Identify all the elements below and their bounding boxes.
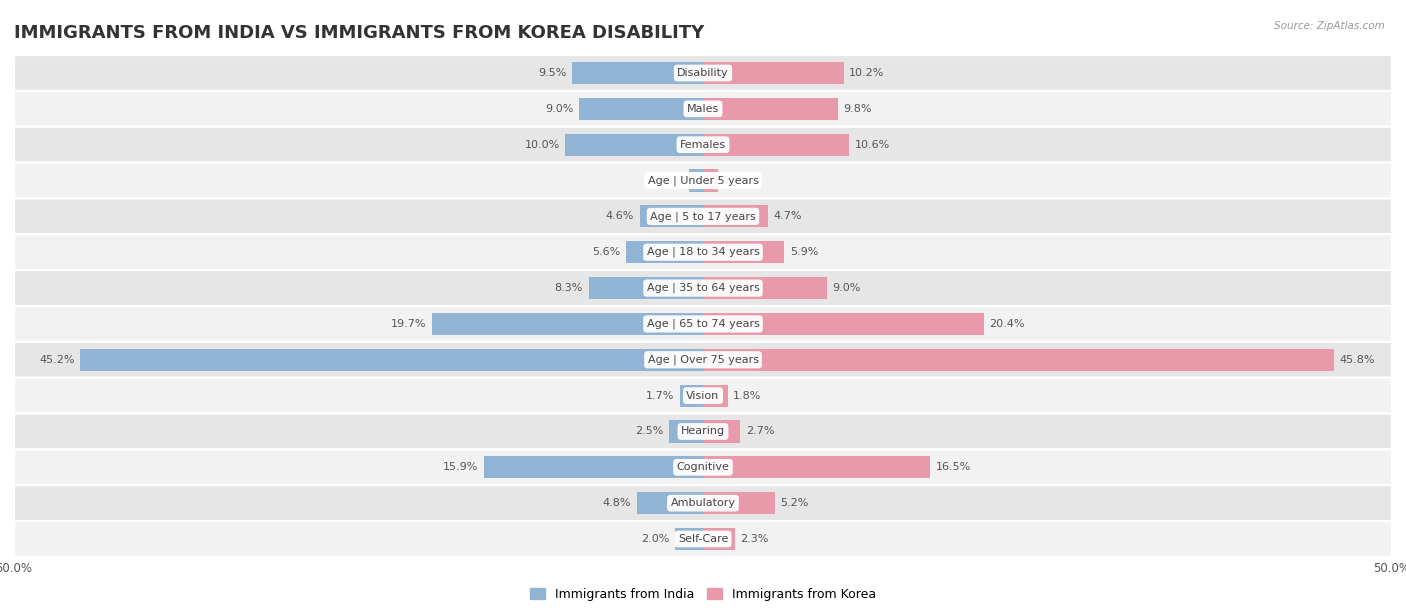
Text: Hearing: Hearing xyxy=(681,427,725,436)
Text: 1.7%: 1.7% xyxy=(645,390,673,401)
Text: 4.7%: 4.7% xyxy=(773,211,801,222)
Bar xyxy=(669,420,703,442)
Bar xyxy=(703,62,844,84)
Text: Age | 18 to 34 years: Age | 18 to 34 years xyxy=(647,247,759,258)
Text: 5.2%: 5.2% xyxy=(780,498,808,508)
Text: Disability: Disability xyxy=(678,68,728,78)
Text: Age | Under 5 years: Age | Under 5 years xyxy=(648,175,758,186)
Text: IMMIGRANTS FROM INDIA VS IMMIGRANTS FROM KOREA DISABILITY: IMMIGRANTS FROM INDIA VS IMMIGRANTS FROM… xyxy=(14,24,704,42)
Bar xyxy=(484,456,703,479)
Text: 19.7%: 19.7% xyxy=(391,319,426,329)
Text: 5.9%: 5.9% xyxy=(790,247,818,257)
Text: 2.0%: 2.0% xyxy=(641,534,669,544)
Text: 2.5%: 2.5% xyxy=(634,427,664,436)
Text: 5.6%: 5.6% xyxy=(592,247,620,257)
Text: 15.9%: 15.9% xyxy=(443,462,478,472)
FancyBboxPatch shape xyxy=(14,449,1392,485)
Bar xyxy=(703,277,827,299)
FancyBboxPatch shape xyxy=(14,198,1392,234)
Text: Age | Over 75 years: Age | Over 75 years xyxy=(648,354,758,365)
FancyBboxPatch shape xyxy=(14,378,1392,414)
Text: 8.3%: 8.3% xyxy=(555,283,583,293)
Text: 4.6%: 4.6% xyxy=(606,211,634,222)
FancyBboxPatch shape xyxy=(14,270,1392,306)
Text: 10.0%: 10.0% xyxy=(524,140,560,150)
Bar xyxy=(589,277,703,299)
Bar xyxy=(703,492,775,514)
FancyBboxPatch shape xyxy=(14,485,1392,521)
Text: 2.3%: 2.3% xyxy=(740,534,769,544)
Text: 45.2%: 45.2% xyxy=(39,355,75,365)
Bar xyxy=(703,528,735,550)
Text: Ambulatory: Ambulatory xyxy=(671,498,735,508)
Text: 4.8%: 4.8% xyxy=(603,498,631,508)
Bar xyxy=(565,133,703,156)
Legend: Immigrants from India, Immigrants from Korea: Immigrants from India, Immigrants from K… xyxy=(524,583,882,606)
Text: Age | 5 to 17 years: Age | 5 to 17 years xyxy=(650,211,756,222)
FancyBboxPatch shape xyxy=(14,163,1392,198)
Text: Self-Care: Self-Care xyxy=(678,534,728,544)
Bar xyxy=(703,313,984,335)
Text: 1.1%: 1.1% xyxy=(724,176,752,185)
Text: 1.0%: 1.0% xyxy=(655,176,683,185)
Bar xyxy=(80,349,703,371)
Text: 9.5%: 9.5% xyxy=(538,68,567,78)
Bar xyxy=(679,384,703,407)
FancyBboxPatch shape xyxy=(14,91,1392,127)
Bar xyxy=(703,98,838,120)
Bar xyxy=(703,170,718,192)
Text: Source: ZipAtlas.com: Source: ZipAtlas.com xyxy=(1274,21,1385,31)
FancyBboxPatch shape xyxy=(14,234,1392,270)
Text: Age | 35 to 64 years: Age | 35 to 64 years xyxy=(647,283,759,293)
Text: 1.8%: 1.8% xyxy=(734,390,762,401)
Text: Females: Females xyxy=(681,140,725,150)
Bar xyxy=(703,420,740,442)
Text: 20.4%: 20.4% xyxy=(990,319,1025,329)
FancyBboxPatch shape xyxy=(14,521,1392,557)
FancyBboxPatch shape xyxy=(14,127,1392,163)
Bar xyxy=(703,456,931,479)
Bar xyxy=(703,205,768,228)
Bar xyxy=(626,241,703,263)
Bar xyxy=(637,492,703,514)
Bar xyxy=(703,133,849,156)
FancyBboxPatch shape xyxy=(14,414,1392,449)
Text: 16.5%: 16.5% xyxy=(936,462,972,472)
Bar xyxy=(432,313,703,335)
FancyBboxPatch shape xyxy=(14,306,1392,342)
Text: 2.7%: 2.7% xyxy=(745,427,775,436)
Text: Males: Males xyxy=(688,104,718,114)
Bar xyxy=(640,205,703,228)
Bar xyxy=(703,349,1334,371)
Text: 10.2%: 10.2% xyxy=(849,68,884,78)
FancyBboxPatch shape xyxy=(14,55,1392,91)
Bar xyxy=(703,384,728,407)
Bar xyxy=(703,241,785,263)
Text: Age | 65 to 74 years: Age | 65 to 74 years xyxy=(647,319,759,329)
Bar xyxy=(579,98,703,120)
Text: 10.6%: 10.6% xyxy=(855,140,890,150)
Text: Cognitive: Cognitive xyxy=(676,462,730,472)
FancyBboxPatch shape xyxy=(14,342,1392,378)
Bar xyxy=(572,62,703,84)
Bar xyxy=(689,170,703,192)
Text: 9.8%: 9.8% xyxy=(844,104,872,114)
Text: 9.0%: 9.0% xyxy=(832,283,860,293)
Text: Vision: Vision xyxy=(686,390,720,401)
Bar xyxy=(675,528,703,550)
Text: 45.8%: 45.8% xyxy=(1340,355,1375,365)
Text: 9.0%: 9.0% xyxy=(546,104,574,114)
